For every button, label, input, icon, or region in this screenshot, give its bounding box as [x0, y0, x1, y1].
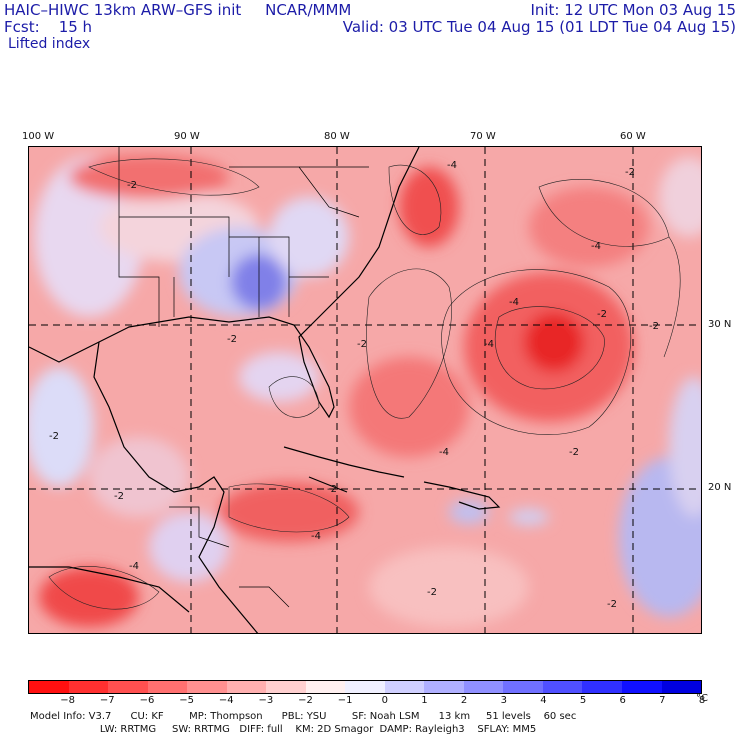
init-time: Init: 12 UTC Mon 03 Aug 15: [530, 1, 736, 19]
color-scale-label: 7: [659, 695, 666, 706]
color-scale-label: −6: [139, 695, 155, 706]
contour-label: -2: [357, 339, 367, 350]
color-scale-swatch: [266, 681, 306, 693]
color-scale-swatch: [29, 681, 69, 693]
color-scale-unit: °C: [696, 693, 708, 704]
contour-label: -4: [439, 447, 449, 458]
contour-label: -2: [625, 167, 635, 178]
color-scale-swatch: [187, 681, 227, 693]
color-scale-label: 0: [381, 695, 388, 706]
color-scale-label: −2: [298, 695, 313, 706]
model-info-line2: LW: RRTMG SW: RRTMG DIFF: full KM: 2D Sm…: [30, 724, 537, 735]
contour-label: -4: [484, 339, 494, 350]
contour-label: -2: [607, 599, 617, 610]
lon-label-70w: 70 W: [470, 131, 496, 142]
color-scale-swatch: [463, 681, 504, 693]
color-scale-label: −5: [179, 695, 194, 706]
color-scale-swatch: [226, 681, 267, 693]
lon-label-100w: 100 W: [22, 131, 55, 142]
lon-label-60w: 60 W: [620, 131, 646, 142]
color-scale-swatch: [424, 681, 464, 693]
color-scale-label: −8: [60, 695, 76, 706]
lat-label-30n: 30 N: [708, 319, 732, 330]
contour-lines: [48, 158, 681, 610]
color-scale-swatch: [621, 681, 662, 693]
valid-time: Valid: 03 UTC Tue 04 Aug 15 (01 LDT Tue …: [342, 18, 736, 36]
contour-label: -4: [591, 241, 601, 252]
contour-label: -4: [311, 531, 321, 542]
contour-label: -2: [114, 491, 124, 502]
color-scale-label: 3: [500, 695, 507, 706]
contour-label: -2: [427, 587, 437, 598]
borders: [118, 147, 369, 608]
map-canvas: -2 -2 -4 -4 -2 -4 -2 -2 -4 -2 -4 -2 -2 -…: [29, 147, 701, 633]
contour-label: -2: [327, 484, 337, 495]
model-info-line1: Model Info: V3.7 CU: KF MP: Thompson PBL…: [30, 711, 577, 722]
color-scale-swatch: [345, 681, 385, 693]
lon-label-80w: 80 W: [324, 131, 350, 142]
color-scale-label: 6: [619, 695, 626, 706]
contour-label: -2: [649, 321, 659, 332]
color-scale-swatch: [147, 681, 188, 693]
color-scale-label: −7: [99, 695, 115, 706]
lat-label-20n: 20 N: [708, 482, 732, 493]
color-scale-swatch: [661, 681, 702, 693]
color-scale-label: 2: [460, 695, 468, 706]
color-scale-swatch: [582, 681, 622, 693]
color-scale-label: 1: [421, 695, 428, 706]
field-name: Lifted index: [8, 36, 91, 52]
color-scale-swatch: [503, 681, 543, 693]
contour-label: -2: [49, 431, 59, 442]
coastlines: [29, 147, 501, 633]
color-scale-label: −1: [337, 695, 353, 706]
plot-title: HAIC–HIWC 13km ARW–GFS init NCAR/MMM: [4, 1, 352, 19]
color-scale-swatch: [68, 681, 109, 693]
contour-label-group: -2 -2 -4 -4 -2 -4 -2 -2 -4 -2 -4 -2 -2 -…: [49, 160, 659, 610]
color-scale-label: −3: [258, 695, 274, 706]
contour-label: -4: [129, 561, 139, 572]
color-scale-label: 4: [540, 695, 547, 706]
contour-label: -2: [597, 309, 607, 320]
pacific-unstable-area: [39, 567, 139, 627]
color-scale-label: 8: [698, 695, 706, 706]
color-scale-swatch: [305, 681, 346, 693]
lon-label-90w: 90 W: [174, 131, 200, 142]
contour-label: -4: [447, 160, 457, 171]
contour-label: -2: [227, 334, 237, 345]
color-scale-label: −4: [218, 695, 234, 706]
color-scale-swatch: [542, 681, 583, 693]
contour-label: -4: [509, 297, 519, 308]
contour-label: -2: [569, 447, 579, 458]
contour-label: -2: [127, 180, 137, 191]
color-scale-swatch: [384, 681, 425, 693]
color-scale-label: 5: [579, 695, 587, 706]
color-scale-swatch: [108, 681, 148, 693]
lifted-index-map: -2 -2 -4 -4 -2 -4 -2 -2 -4 -2 -4 -2 -2 -…: [28, 146, 702, 634]
forecast-hour: Fcst: 15 h: [4, 18, 93, 36]
color-scale-bar: [28, 680, 702, 694]
